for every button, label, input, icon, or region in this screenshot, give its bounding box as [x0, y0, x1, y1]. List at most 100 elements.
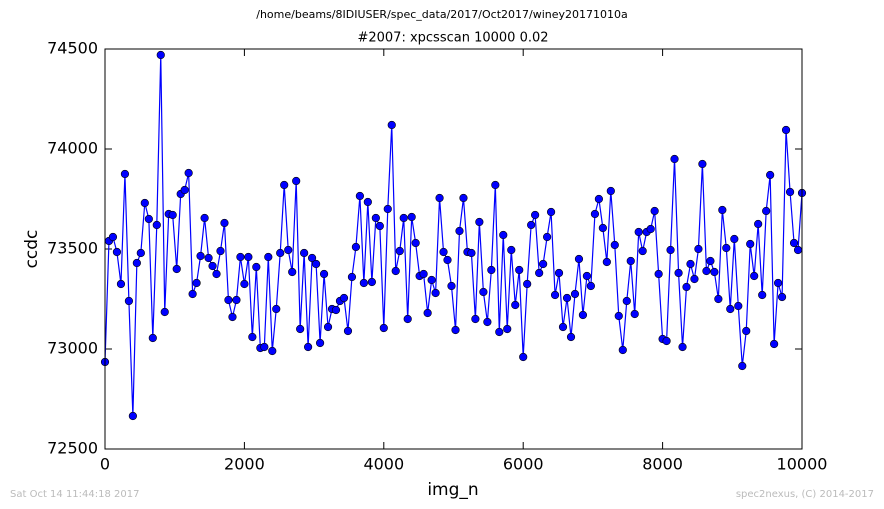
data-point [742, 326, 751, 336]
data-point [646, 224, 655, 234]
data-point [220, 218, 229, 228]
data-point [634, 227, 643, 237]
data-point [511, 300, 520, 310]
data-point [515, 265, 524, 275]
data-point [184, 168, 193, 178]
data-point [726, 304, 735, 314]
data-point [499, 230, 508, 240]
y-axis-label: ccdc [22, 230, 42, 269]
data-point [431, 288, 440, 298]
data-point [746, 239, 755, 249]
data-point [503, 324, 512, 334]
data-point [160, 307, 169, 317]
data-point [523, 279, 532, 289]
data-point [156, 50, 165, 60]
data-point [108, 232, 118, 242]
data-point [578, 310, 588, 320]
data-point [216, 246, 225, 256]
data-point [754, 219, 763, 229]
data-point [546, 207, 556, 217]
data-point [411, 238, 420, 248]
data-point [212, 269, 221, 279]
data-point [188, 289, 197, 299]
data-point [443, 255, 452, 265]
data-point [777, 292, 787, 302]
data-point [602, 257, 611, 267]
data-point [527, 220, 536, 230]
data-point [566, 332, 576, 342]
data-point [208, 261, 217, 271]
data-point [172, 264, 181, 274]
data-point [359, 278, 368, 288]
data-point [280, 180, 289, 190]
data-point [427, 275, 436, 285]
data-point [682, 282, 691, 292]
data-point [363, 197, 372, 207]
data-point [112, 247, 122, 257]
data-point [288, 267, 297, 277]
footer-left: Sat Oct 14 11:44:18 2017 [10, 489, 140, 500]
data-point [244, 252, 253, 262]
data-point [690, 274, 699, 284]
data-point [423, 308, 432, 318]
data-point [781, 125, 791, 135]
data-point [403, 314, 412, 324]
x-tick-label: 2000 [224, 455, 265, 474]
data-point [698, 159, 707, 169]
data-point [606, 186, 615, 196]
data-point [495, 327, 504, 337]
x-tick-label: 6000 [503, 455, 544, 474]
data-point [232, 295, 241, 305]
data-point [785, 187, 795, 197]
data-point [674, 268, 683, 278]
data-point [770, 339, 779, 349]
data-point [116, 279, 126, 289]
data-point [144, 214, 153, 224]
data-point [136, 248, 145, 258]
x-tick-label: 4000 [363, 455, 404, 474]
data-point [562, 293, 572, 303]
series-line [104, 54, 803, 417]
data-point [140, 198, 149, 208]
data-point [307, 253, 317, 263]
data-point [268, 346, 277, 356]
data-point [395, 246, 404, 256]
data-point [168, 210, 177, 220]
data-point [419, 269, 428, 279]
data-point [531, 210, 540, 220]
data-point [539, 259, 548, 269]
data-point [554, 268, 564, 278]
data-point [662, 336, 671, 346]
data-point [192, 278, 201, 288]
data-point [535, 268, 544, 278]
data-point [315, 338, 325, 348]
data-point [686, 259, 695, 269]
data-point [447, 281, 456, 291]
data-point [343, 326, 353, 336]
data-point [702, 266, 711, 276]
data-point [180, 185, 189, 195]
data-point [272, 304, 281, 314]
data-point [479, 287, 488, 297]
data-point [323, 322, 333, 332]
data-point [666, 245, 675, 255]
data-point [750, 271, 759, 281]
data-point [622, 296, 631, 306]
data-point [475, 217, 484, 227]
plot-frame [104, 48, 803, 450]
data-point [292, 176, 301, 186]
data-point [128, 411, 137, 421]
data-point [590, 209, 600, 219]
data-point [730, 234, 739, 244]
x-tick-label: 8000 [642, 455, 683, 474]
data-point [722, 243, 731, 253]
data-point [276, 248, 285, 258]
data-point [284, 245, 293, 255]
data-point [710, 267, 719, 277]
data-point [734, 301, 743, 311]
data-point [491, 180, 500, 190]
data-point [228, 312, 237, 322]
data-point [264, 252, 273, 262]
data-point [260, 342, 269, 352]
